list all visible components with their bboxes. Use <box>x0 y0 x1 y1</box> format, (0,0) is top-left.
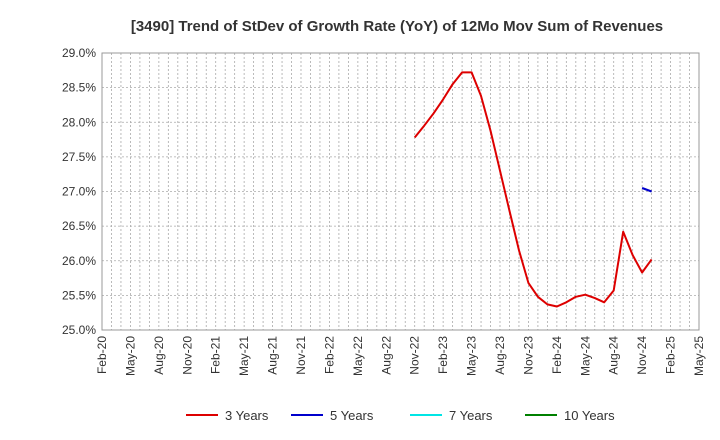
x-tick-label: May-20 <box>123 336 137 376</box>
x-tick-label: Aug-22 <box>379 336 393 375</box>
x-tick-label: May-21 <box>237 336 251 376</box>
x-tick-label: Feb-22 <box>322 336 336 374</box>
chart-title: [3490] Trend of StDev of Growth Rate (Yo… <box>131 18 663 35</box>
x-tick-label: Feb-25 <box>664 336 678 374</box>
x-tick-label: May-24 <box>578 336 592 376</box>
y-axis-ticks: 25.0% 25.5% 26.0% 26.5% 27.0% 27.5% 28.0% 28.5%… <box>62 46 96 337</box>
legend-label: 10 Years <box>564 408 615 423</box>
x-tick-label: Nov-20 <box>180 336 194 375</box>
series-line-5-years <box>641 187 652 193</box>
legend-label: 7 Years <box>449 408 493 423</box>
x-tick-label: May-23 <box>465 336 479 376</box>
x-tick-label: Nov-22 <box>408 336 422 375</box>
legend: 3 Years 5 Years 7 Years 10 Years <box>186 408 615 423</box>
y-tick-label: 28.5% <box>62 81 96 95</box>
x-tick-label: Nov-23 <box>521 336 535 375</box>
y-tick-label: 26.5% <box>62 219 96 233</box>
x-tick-label: Aug-20 <box>152 336 166 375</box>
y-tick-label: 27.5% <box>62 150 96 164</box>
y-tick-label: 28.0% <box>62 115 96 129</box>
series-line-3-years <box>413 71 653 308</box>
grid <box>102 53 699 330</box>
x-tick-label: Aug-24 <box>607 336 621 375</box>
x-axis-ticks: Feb-20 May-20 Aug-20 Nov-20 Feb-21 May-21 Aug-… <box>95 336 706 376</box>
x-tick-label: Nov-24 <box>635 336 649 375</box>
x-tick-label: Feb-24 <box>550 336 564 374</box>
y-tick-label: 26.0% <box>62 254 96 268</box>
x-tick-label: Aug-23 <box>493 336 507 375</box>
x-tick-label: Nov-21 <box>294 336 308 375</box>
x-tick-label: Feb-20 <box>95 336 109 374</box>
x-tick-label: Aug-21 <box>266 336 280 375</box>
y-tick-label: 25.0% <box>62 323 96 337</box>
x-tick-label: May-25 <box>692 336 706 376</box>
y-tick-label: 25.5% <box>62 288 96 302</box>
x-tick-label: Feb-23 <box>436 336 450 374</box>
series-lines <box>413 71 653 308</box>
legend-label: 3 Years <box>225 408 269 423</box>
x-tick-label: Feb-21 <box>209 336 223 374</box>
legend-label: 5 Years <box>330 408 374 423</box>
x-tick-label: May-22 <box>351 336 365 376</box>
plot-frame <box>101 52 700 331</box>
y-tick-label: 29.0% <box>62 46 96 60</box>
y-tick-label: 27.0% <box>62 185 96 199</box>
